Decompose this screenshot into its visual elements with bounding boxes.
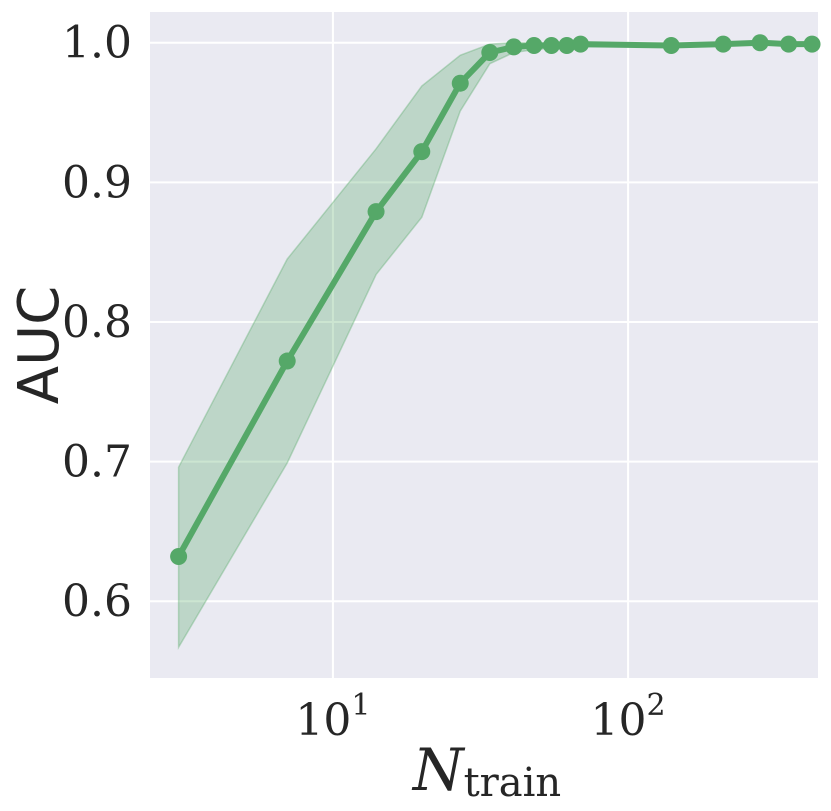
data-point [803, 35, 821, 53]
y-tick-label: 1.0 [62, 18, 132, 69]
x-tick-base: 10 [591, 695, 647, 746]
x-axis-label-subscript: train [464, 760, 562, 806]
x-tick-label: 101 [295, 688, 370, 746]
y-tick-labels: 0.6 0.7 0.8 0.9 1.0 [62, 18, 132, 627]
x-tick-exponent: 1 [351, 688, 370, 723]
data-point [780, 35, 798, 53]
x-tick-labels: 101 102 [295, 688, 665, 746]
data-point [525, 37, 543, 55]
data-point [413, 143, 431, 161]
data-point [714, 35, 732, 53]
data-point [542, 37, 560, 55]
y-tick-label: 0.7 [62, 437, 132, 488]
data-point [451, 74, 469, 92]
series-line [175, 39, 812, 558]
data-points [170, 34, 821, 566]
x-tick-label: 102 [591, 688, 666, 746]
x-axis-label-main: N [411, 736, 466, 804]
x-tick-base: 10 [295, 695, 351, 746]
y-tick-label: 0.9 [62, 157, 132, 208]
data-point [751, 34, 769, 52]
data-point [481, 43, 499, 61]
data-point [278, 352, 296, 370]
plot-background [150, 12, 818, 678]
x-tick-exponent: 2 [647, 688, 666, 723]
data-point [572, 35, 590, 53]
data-point [662, 37, 680, 55]
data-point [558, 37, 576, 55]
data-point [367, 203, 385, 221]
grid-lines [150, 12, 818, 678]
x-axis-label: Ntrain [411, 736, 561, 806]
y-tick-label: 0.8 [62, 297, 132, 348]
data-point [505, 38, 523, 56]
data-point [170, 548, 188, 566]
y-tick-label: 0.6 [62, 576, 132, 627]
y-axis-label: AUC [7, 286, 72, 404]
